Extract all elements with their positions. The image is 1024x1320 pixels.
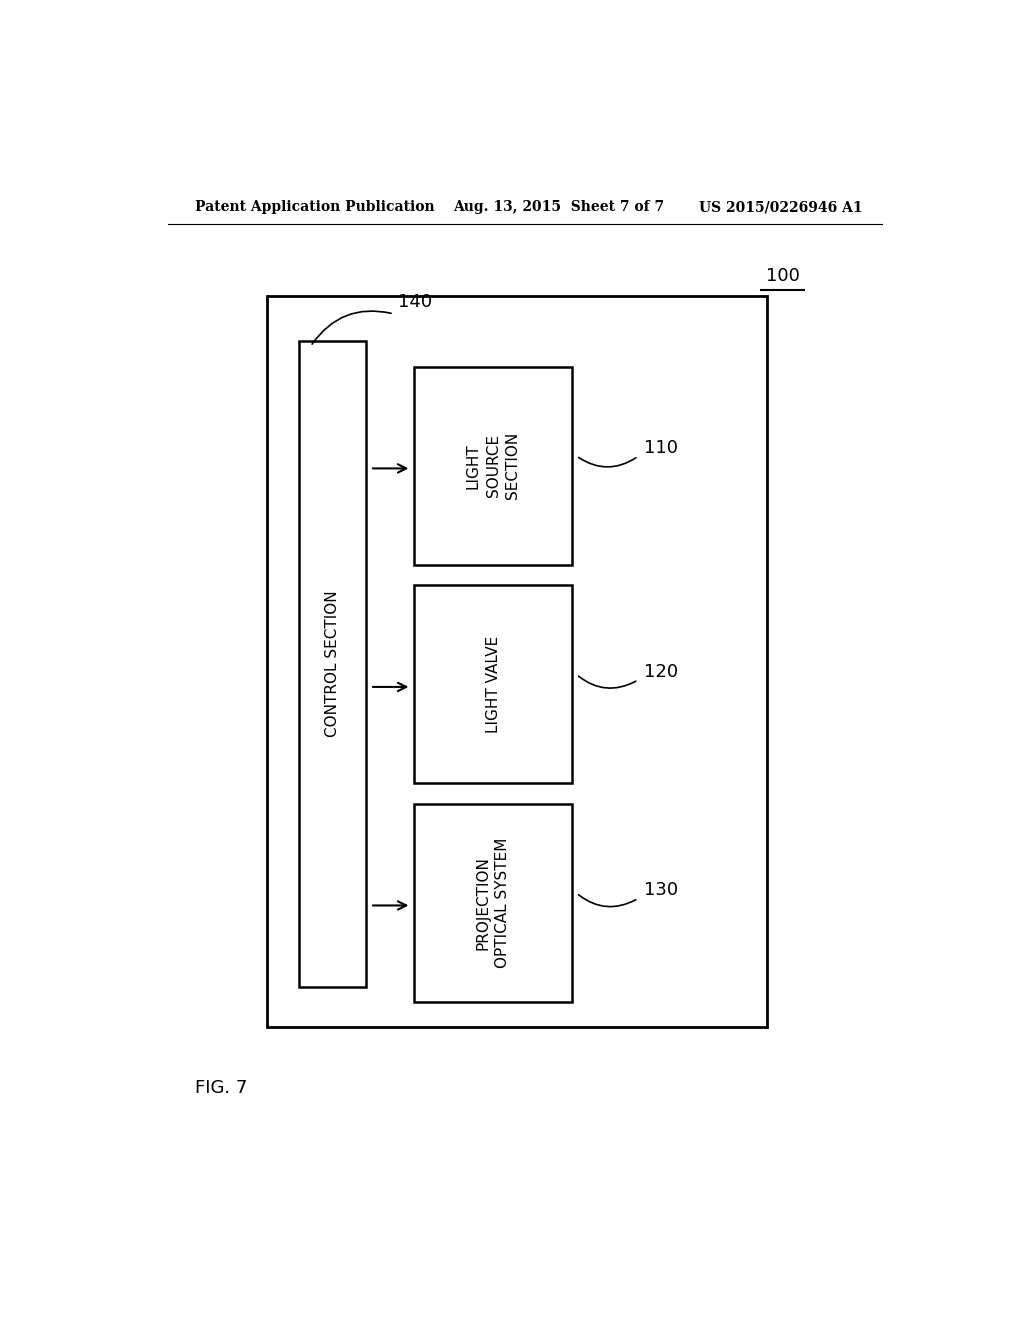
Text: FIG. 7: FIG. 7 <box>196 1080 248 1097</box>
Text: LIGHT
SOURCE
SECTION: LIGHT SOURCE SECTION <box>466 432 520 499</box>
Text: 110: 110 <box>644 440 678 457</box>
Text: 120: 120 <box>644 663 678 681</box>
Text: 140: 140 <box>397 293 432 312</box>
Bar <box>299 342 367 987</box>
Bar <box>267 296 767 1027</box>
Text: CONTROL SECTION: CONTROL SECTION <box>325 591 340 738</box>
Bar <box>414 804 572 1002</box>
Text: 130: 130 <box>644 882 678 899</box>
Bar <box>414 367 572 565</box>
Text: Aug. 13, 2015  Sheet 7 of 7: Aug. 13, 2015 Sheet 7 of 7 <box>454 201 665 214</box>
Bar <box>414 585 572 784</box>
Text: PROJECTION
OPTICAL SYSTEM: PROJECTION OPTICAL SYSTEM <box>476 838 510 968</box>
Text: Patent Application Publication: Patent Application Publication <box>196 201 435 214</box>
Text: 100: 100 <box>766 268 800 285</box>
Text: US 2015/0226946 A1: US 2015/0226946 A1 <box>699 201 863 214</box>
Text: LIGHT VALVE: LIGHT VALVE <box>485 636 501 733</box>
